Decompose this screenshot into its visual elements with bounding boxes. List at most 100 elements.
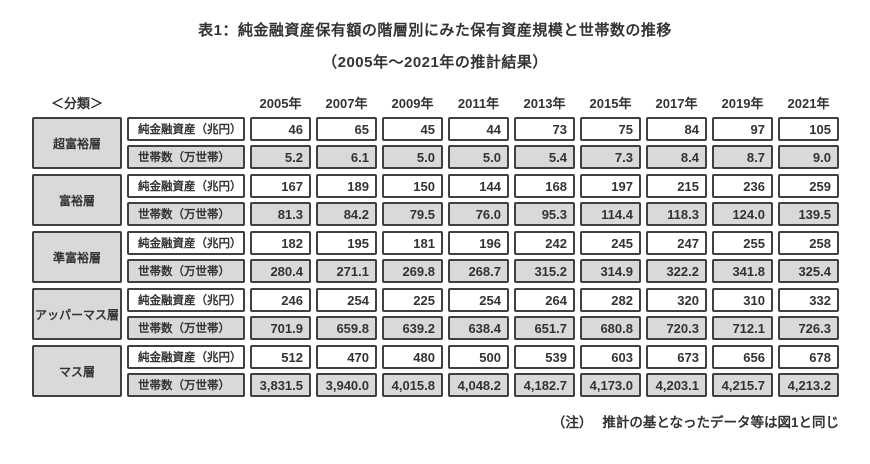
value-cell: 539: [514, 345, 575, 369]
value-cell: 712.1: [712, 316, 773, 340]
value-cell: 5.2: [250, 145, 311, 169]
value-cell: 315.2: [514, 259, 575, 283]
households-subrow: 世帯数（万世帯） 5.2 6.1 5.0 5.0 5.4 7.3 8.4 8.7 9.0: [127, 145, 839, 169]
value-cell: 280.4: [250, 259, 311, 283]
document-page: 表1：純金融資産保有額の階層別にみた保有資産規模と世帯数の推移 （2005年～2…: [32, 22, 839, 431]
category-cell: 富裕層: [32, 174, 122, 226]
value-cell: 114.4: [580, 202, 641, 226]
value-cell: 512: [250, 345, 311, 369]
value-cell: 332: [778, 288, 839, 312]
row-label-households: 世帯数（万世帯）: [127, 316, 245, 340]
year-header: 2021年: [787, 96, 830, 111]
value-cell: 215: [646, 174, 707, 198]
row-label-assets: 純金融資産（兆円）: [127, 174, 245, 198]
table-group-row: アッパーマス層 純金融資産（兆円） 246 254 225 254 264 282 320 310…: [32, 288, 839, 340]
value-cell: 701.9: [250, 316, 311, 340]
value-cell: 84: [646, 117, 707, 141]
group-subrows: 純金融資産（兆円） 512 470 480 500 539 603 673 656 678 世帯数（…: [127, 345, 839, 397]
value-cell: 189: [316, 174, 377, 198]
value-cell: 4,215.7: [712, 373, 773, 397]
year-header: 2019年: [721, 96, 764, 111]
footnote-label: （注）: [551, 415, 593, 430]
footnote: （注） 推計の基となったデータ等は図1と同じ: [32, 411, 839, 431]
row-label-assets: 純金融資産（兆円）: [127, 117, 245, 141]
value-cell: 242: [514, 231, 575, 255]
value-cell: 4,182.7: [514, 373, 575, 397]
households-subrow: 世帯数（万世帯） 280.4 271.1 269.8 268.7 315.2 314.9 32…: [127, 259, 839, 283]
table-header-row: ＜分類＞ 2005年 2007年 2009年 2011年 2013年 2015年 2017年 2…: [32, 94, 839, 112]
table-group-row: マス層 純金融資産（兆円） 512 470 480 500 539 603 673 656 678 世…: [32, 345, 839, 397]
value-cell: 139.5: [778, 202, 839, 226]
value-cell: 341.8: [712, 259, 773, 283]
table-title: 表1：純金融資産保有額の階層別にみた保有資産規模と世帯数の推移: [198, 22, 672, 39]
value-cell: 680.8: [580, 316, 641, 340]
value-cell: 5.0: [448, 145, 509, 169]
value-cell: 167: [250, 174, 311, 198]
value-cell: 255: [712, 231, 773, 255]
value-cell: 245: [580, 231, 641, 255]
value-cell: 73: [514, 117, 575, 141]
value-cell: 168: [514, 174, 575, 198]
row-label-assets: 純金融資産（兆円）: [127, 288, 245, 312]
value-cell: 76.0: [448, 202, 509, 226]
value-cell: 4,203.1: [646, 373, 707, 397]
value-cell: 150: [382, 174, 443, 198]
households-subrow: 世帯数（万世帯） 3,831.5 3,940.0 4,015.8 4,048.2 4,18…: [127, 373, 839, 397]
group-subrows: 純金融資産（兆円） 246 254 225 254 264 282 320 310 332 世帯数（…: [127, 288, 839, 340]
value-cell: 105: [778, 117, 839, 141]
value-cell: 259: [778, 174, 839, 198]
value-cell: 246: [250, 288, 311, 312]
value-cell: 3,940.0: [316, 373, 377, 397]
value-cell: 673: [646, 345, 707, 369]
footnote-text: 推計の基となったデータ等は図1と同じ: [602, 415, 839, 430]
value-cell: 181: [382, 231, 443, 255]
category-cell: マス層: [32, 345, 122, 397]
value-cell: 196: [448, 231, 509, 255]
value-cell: 480: [382, 345, 443, 369]
value-cell: 75: [580, 117, 641, 141]
row-label-households: 世帯数（万世帯）: [127, 373, 245, 397]
value-cell: 4,213.2: [778, 373, 839, 397]
row-label-households: 世帯数（万世帯）: [127, 145, 245, 169]
category-cell: 準富裕層: [32, 231, 122, 283]
assets-subrow: 純金融資産（兆円） 246 254 225 254 264 282 320 310 332: [127, 288, 839, 312]
table-subtitle: （2005年～2021年の推計結果）: [322, 54, 548, 71]
value-cell: 271.1: [316, 259, 377, 283]
assets-subrow: 純金融資産（兆円） 46 65 45 44 73 75 84 97 105: [127, 117, 839, 141]
category-column-header: ＜分類＞: [50, 96, 103, 111]
value-cell: 236: [712, 174, 773, 198]
value-cell: 5.4: [514, 145, 575, 169]
value-cell: 268.7: [448, 259, 509, 283]
value-cell: 500: [448, 345, 509, 369]
assets-subrow: 純金融資産（兆円） 167 189 150 144 168 197 215 236 259: [127, 174, 839, 198]
value-cell: 95.3: [514, 202, 575, 226]
value-cell: 603: [580, 345, 641, 369]
value-cell: 264: [514, 288, 575, 312]
row-label-households: 世帯数（万世帯）: [127, 202, 245, 226]
value-cell: 7.3: [580, 145, 641, 169]
value-cell: 726.3: [778, 316, 839, 340]
value-cell: 118.3: [646, 202, 707, 226]
value-cell: 9.0: [778, 145, 839, 169]
value-cell: 8.4: [646, 145, 707, 169]
value-cell: 720.3: [646, 316, 707, 340]
households-subrow: 世帯数（万世帯） 701.9 659.8 639.2 638.4 651.7 680.8 72…: [127, 316, 839, 340]
data-table: ＜分類＞ 2005年 2007年 2009年 2011年 2013年 2015年 2017年 2…: [32, 94, 839, 397]
value-cell: 656: [712, 345, 773, 369]
group-subrows: 純金融資産（兆円） 46 65 45 44 73 75 84 97 105 世帯数（万世帯） 5.2 6…: [127, 117, 839, 169]
value-cell: 325.4: [778, 259, 839, 283]
year-header: 2009年: [391, 96, 434, 111]
year-header: 2005年: [259, 96, 302, 111]
value-cell: 195: [316, 231, 377, 255]
value-cell: 4,015.8: [382, 373, 443, 397]
value-cell: 651.7: [514, 316, 575, 340]
value-cell: 197: [580, 174, 641, 198]
value-cell: 282: [580, 288, 641, 312]
value-cell: 254: [316, 288, 377, 312]
value-cell: 97: [712, 117, 773, 141]
value-cell: 320: [646, 288, 707, 312]
table-group-row: 準富裕層 純金融資産（兆円） 182 195 181 196 242 245 247 255 258…: [32, 231, 839, 283]
value-cell: 5.0: [382, 145, 443, 169]
year-header: 2015年: [589, 96, 632, 111]
row-label-households: 世帯数（万世帯）: [127, 259, 245, 283]
